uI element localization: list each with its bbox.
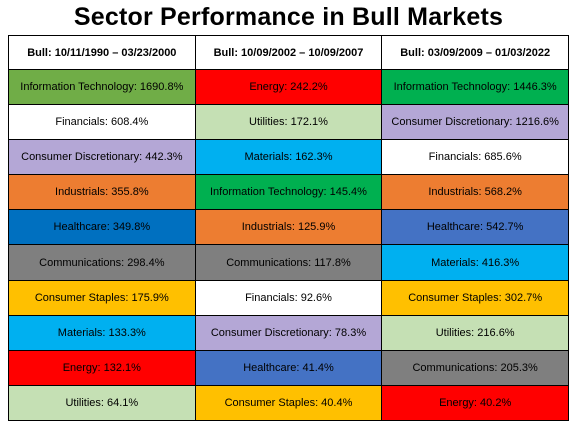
sector-cell: Communications: 117.8% — [194, 244, 383, 281]
table-row: Consumer Staples: 175.9% Financials: 92.6… — [8, 279, 569, 316]
sector-cell: Financials: 685.6% — [381, 139, 569, 176]
sector-cell: Materials: 133.3% — [8, 314, 196, 351]
table-row: Information Technology: 1690.8% Energy: 2… — [8, 68, 569, 106]
sector-cell: Industrials: 568.2% — [381, 174, 569, 211]
sector-cell: Materials: 416.3% — [381, 244, 569, 281]
sector-cell: Industrials: 125.9% — [194, 209, 383, 246]
sector-cell: Financials: 92.6% — [194, 279, 383, 316]
sector-cell: Consumer Staples: 175.9% — [8, 279, 196, 316]
sector-cell: Materials: 162.3% — [194, 139, 383, 176]
sector-cell: Consumer Discretionary: 1216.6% — [381, 104, 569, 141]
performance-table: Bull: 10/11/1990 – 03/23/2000 Bull: 10/0… — [8, 35, 569, 422]
sector-cell: Information Technology: 1690.8% — [8, 68, 196, 106]
sector-cell: Utilities: 172.1% — [194, 104, 383, 141]
table-body: Information Technology: 1690.8% Energy: 2… — [8, 68, 569, 422]
table-row: Communications: 298.4% Communications: 11… — [8, 244, 569, 281]
header-row: Bull: 10/11/1990 – 03/23/2000 Bull: 10/0… — [8, 35, 569, 70]
table-row: Healthcare: 349.8% Industrials: 125.9% Hea… — [8, 209, 569, 246]
sector-cell: Utilities: 216.6% — [381, 314, 569, 351]
column-header: Bull: 10/09/2002 – 10/09/2007 — [194, 35, 383, 70]
table-row: Materials: 133.3% Consumer Discretionary:… — [8, 314, 569, 351]
sector-cell: Healthcare: 349.8% — [8, 209, 196, 246]
sector-cell: Consumer Discretionary: 78.3% — [194, 314, 383, 351]
sector-cell: Communications: 298.4% — [8, 244, 196, 281]
column-header: Bull: 10/11/1990 – 03/23/2000 — [8, 35, 196, 70]
table-row: Utilities: 64.1% Consumer Staples: 40.4% E… — [8, 384, 569, 422]
sector-cell: Consumer Discretionary: 442.3% — [8, 139, 196, 176]
sector-cell: Consumer Staples: 40.4% — [194, 384, 383, 422]
table-row: Energy: 132.1% Healthcare: 41.4% Communica… — [8, 349, 569, 386]
table-row: Industrials: 355.8% Information Technolog… — [8, 174, 569, 211]
table-row: Consumer Discretionary: 442.3% Materials:… — [8, 139, 569, 176]
sector-cell: Consumer Staples: 302.7% — [381, 279, 569, 316]
sector-cell: Industrials: 355.8% — [8, 174, 196, 211]
sector-cell: Energy: 242.2% — [194, 68, 383, 106]
sector-cell: Financials: 608.4% — [8, 104, 196, 141]
sector-cell: Healthcare: 41.4% — [194, 349, 383, 386]
sector-cell: Utilities: 64.1% — [8, 384, 196, 422]
sector-cell: Information Technology: 145.4% — [194, 174, 383, 211]
sector-cell: Energy: 132.1% — [8, 349, 196, 386]
sector-cell: Healthcare: 542.7% — [381, 209, 569, 246]
chart-title: Sector Performance in Bull Markets — [73, 3, 504, 31]
sector-cell: Information Technology: 1446.3% — [381, 68, 569, 106]
sector-cell: Energy: 40.2% — [381, 384, 569, 422]
sector-cell: Communications: 205.3% — [381, 349, 569, 386]
column-header: Bull: 03/09/2009 – 01/03/2022 — [381, 35, 569, 70]
table-row: Financials: 608.4% Utilities: 172.1% Consu… — [8, 104, 569, 141]
